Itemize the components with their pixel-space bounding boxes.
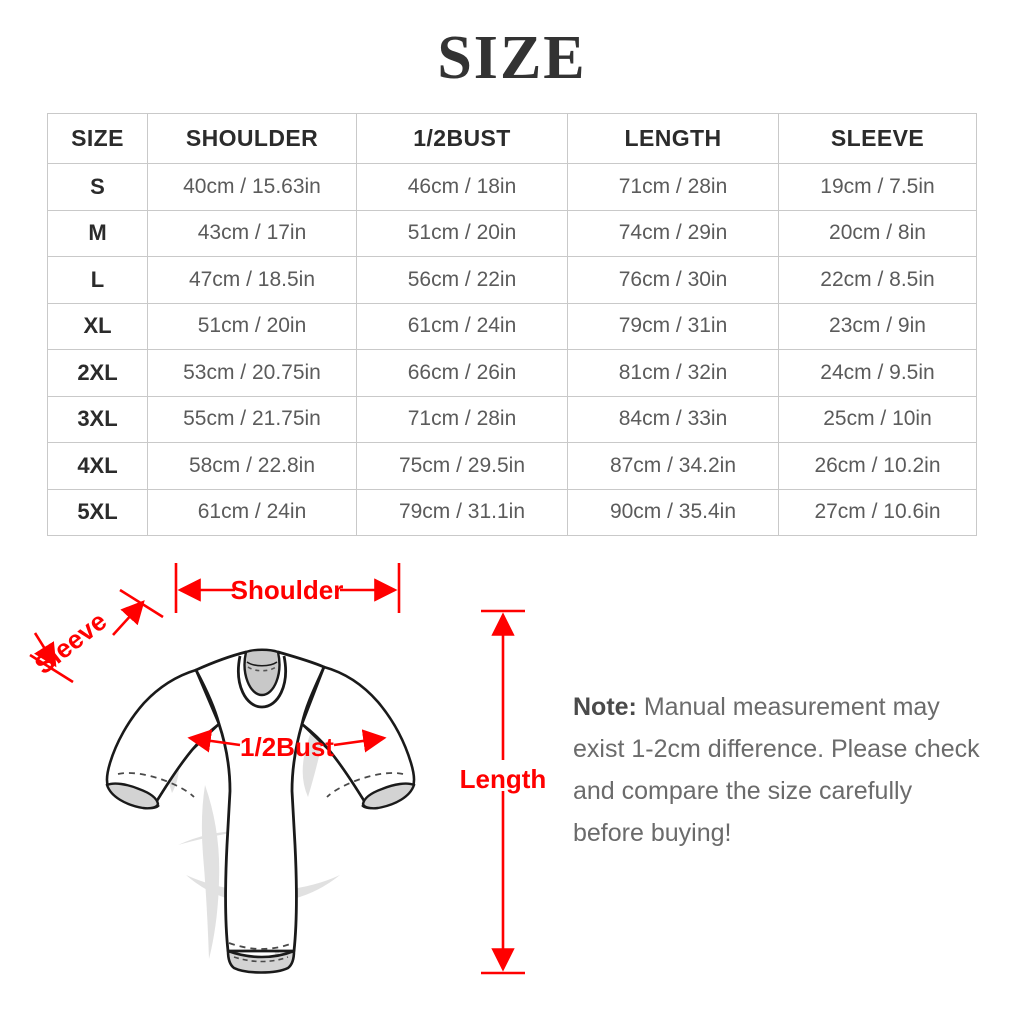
- cell-size: 2XL: [47, 349, 148, 397]
- tshirt-body: [194, 650, 326, 953]
- cell-sleeve: 25cm / 10in: [778, 395, 977, 443]
- table-row: 4XL 58cm / 22.8in 75cm / 29.5in 87cm / 3…: [47, 442, 977, 490]
- collar-tape: [246, 661, 278, 667]
- table-body: S 40cm / 15.63in 46cm / 18in 71cm / 28in…: [47, 163, 977, 536]
- collar-rib: [237, 655, 287, 709]
- sleeve-arrow-up: [112, 600, 145, 636]
- note-block: Note: Manual measurement may exist 1-2cm…: [573, 686, 983, 854]
- length-label: Length: [460, 764, 547, 794]
- cell-shoulder: 53cm / 20.75in: [147, 349, 357, 397]
- cell-length: 87cm / 34.2in: [567, 442, 779, 490]
- cell-size: XL: [47, 302, 148, 350]
- hem-stitch-upper: [228, 942, 294, 950]
- left-cuff-stitch: [117, 772, 195, 798]
- tshirt-illustration: [105, 648, 416, 974]
- table-row: 5XL 61cm / 24in 79cm / 31.1in 90cm / 35.…: [47, 488, 977, 536]
- bust-arrow-right: [333, 729, 387, 753]
- cell-length: 74cm / 29in: [567, 209, 779, 257]
- cell-length: 79cm / 31in: [567, 302, 779, 350]
- tshirt-diagram: Shoulder Sleeve 1/2Bust Length: [0, 545, 1024, 1024]
- page-title: SIZE: [437, 24, 587, 92]
- bust-arrow-left: [187, 729, 241, 753]
- left-cuff-opening: [105, 782, 160, 810]
- right-cuff-stitch: [326, 772, 404, 798]
- table-row: S 40cm / 15.63in 46cm / 18in 71cm / 28in…: [47, 163, 977, 211]
- cell-sleeve: 22cm / 8.5in: [778, 256, 977, 304]
- column-header-size: SIZE: [47, 113, 148, 164]
- cell-length: 76cm / 30in: [567, 256, 779, 304]
- table-row: M 43cm / 17in 51cm / 20in 74cm / 29in 20…: [47, 209, 977, 257]
- cell-length: 90cm / 35.4in: [567, 488, 779, 536]
- column-header-length: LENGTH: [567, 113, 779, 164]
- table-header: SIZE SHOULDER 1/2BUST LENGTH SLEEVE: [47, 113, 977, 164]
- cell-sleeve: 26cm / 10.2in: [778, 442, 977, 490]
- shoulder-label: Shoulder: [231, 575, 344, 605]
- column-header-shoulder: SHOULDER: [147, 113, 357, 164]
- cell-shoulder: 47cm / 18.5in: [147, 256, 357, 304]
- size-table: SIZE SHOULDER 1/2BUST LENGTH SLEEVE S 40…: [47, 113, 977, 536]
- cell-length: 84cm / 33in: [567, 395, 779, 443]
- collar-tape-stitch: [247, 666, 277, 672]
- cell-shoulder: 51cm / 20in: [147, 302, 357, 350]
- table-header-row: SIZE SHOULDER 1/2BUST LENGTH SLEEVE: [47, 113, 977, 164]
- table-row: 2XL 53cm / 20.75in 66cm / 26in 81cm / 32…: [47, 349, 977, 397]
- cell-bust: 75cm / 29.5in: [356, 442, 568, 490]
- cell-length: 71cm / 28in: [567, 163, 779, 211]
- cell-bust: 61cm / 24in: [356, 302, 568, 350]
- right-cuff-opening: [361, 782, 416, 810]
- cell-size: 5XL: [47, 488, 148, 536]
- column-header-bust: 1/2BUST: [356, 113, 568, 164]
- cell-shoulder: 43cm / 17in: [147, 209, 357, 257]
- cell-bust: 71cm / 28in: [356, 395, 568, 443]
- sleeve-arrow-down: [33, 632, 57, 668]
- cell-bust: 56cm / 22in: [356, 256, 568, 304]
- cell-size: M: [47, 209, 148, 257]
- cell-size: L: [47, 256, 148, 304]
- cell-sleeve: 23cm / 9in: [778, 302, 977, 350]
- cell-shoulder: 58cm / 22.8in: [147, 442, 357, 490]
- note-text: Manual measurement may exist 1-2cm diffe…: [573, 693, 980, 847]
- hem-stitch-lower: [233, 956, 289, 963]
- size-table-container: SIZE SHOULDER 1/2BUST LENGTH SLEEVE S 40…: [47, 113, 977, 536]
- cell-bust: 46cm / 18in: [356, 163, 568, 211]
- note-label: Note:: [573, 693, 637, 721]
- bust-label: 1/2Bust: [240, 732, 334, 762]
- collar-inner: [243, 648, 281, 697]
- cell-bust: 79cm / 31.1in: [356, 488, 568, 536]
- table-row: XL 51cm / 20in 61cm / 24in 79cm / 31in 2…: [47, 302, 977, 350]
- column-header-sleeve: SLEEVE: [778, 113, 977, 164]
- cell-size: S: [47, 163, 148, 211]
- cell-sleeve: 19cm / 7.5in: [778, 163, 977, 211]
- cell-length: 81cm / 32in: [567, 349, 779, 397]
- cell-size: 4XL: [47, 442, 148, 490]
- cell-sleeve: 24cm / 9.5in: [778, 349, 977, 397]
- table-row: L 47cm / 18.5in 56cm / 22in 76cm / 30in …: [47, 256, 977, 304]
- cell-size: 3XL: [47, 395, 148, 443]
- cell-bust: 66cm / 26in: [356, 349, 568, 397]
- cell-sleeve: 20cm / 8in: [778, 209, 977, 257]
- cell-shoulder: 40cm / 15.63in: [147, 163, 357, 211]
- cell-bust: 51cm / 20in: [356, 209, 568, 257]
- cell-shoulder: 61cm / 24in: [147, 488, 357, 536]
- cell-shoulder: 55cm / 21.75in: [147, 395, 357, 443]
- table-row: 3XL 55cm / 21.75in 71cm / 28in 84cm / 33…: [47, 395, 977, 443]
- cell-sleeve: 27cm / 10.6in: [778, 488, 977, 536]
